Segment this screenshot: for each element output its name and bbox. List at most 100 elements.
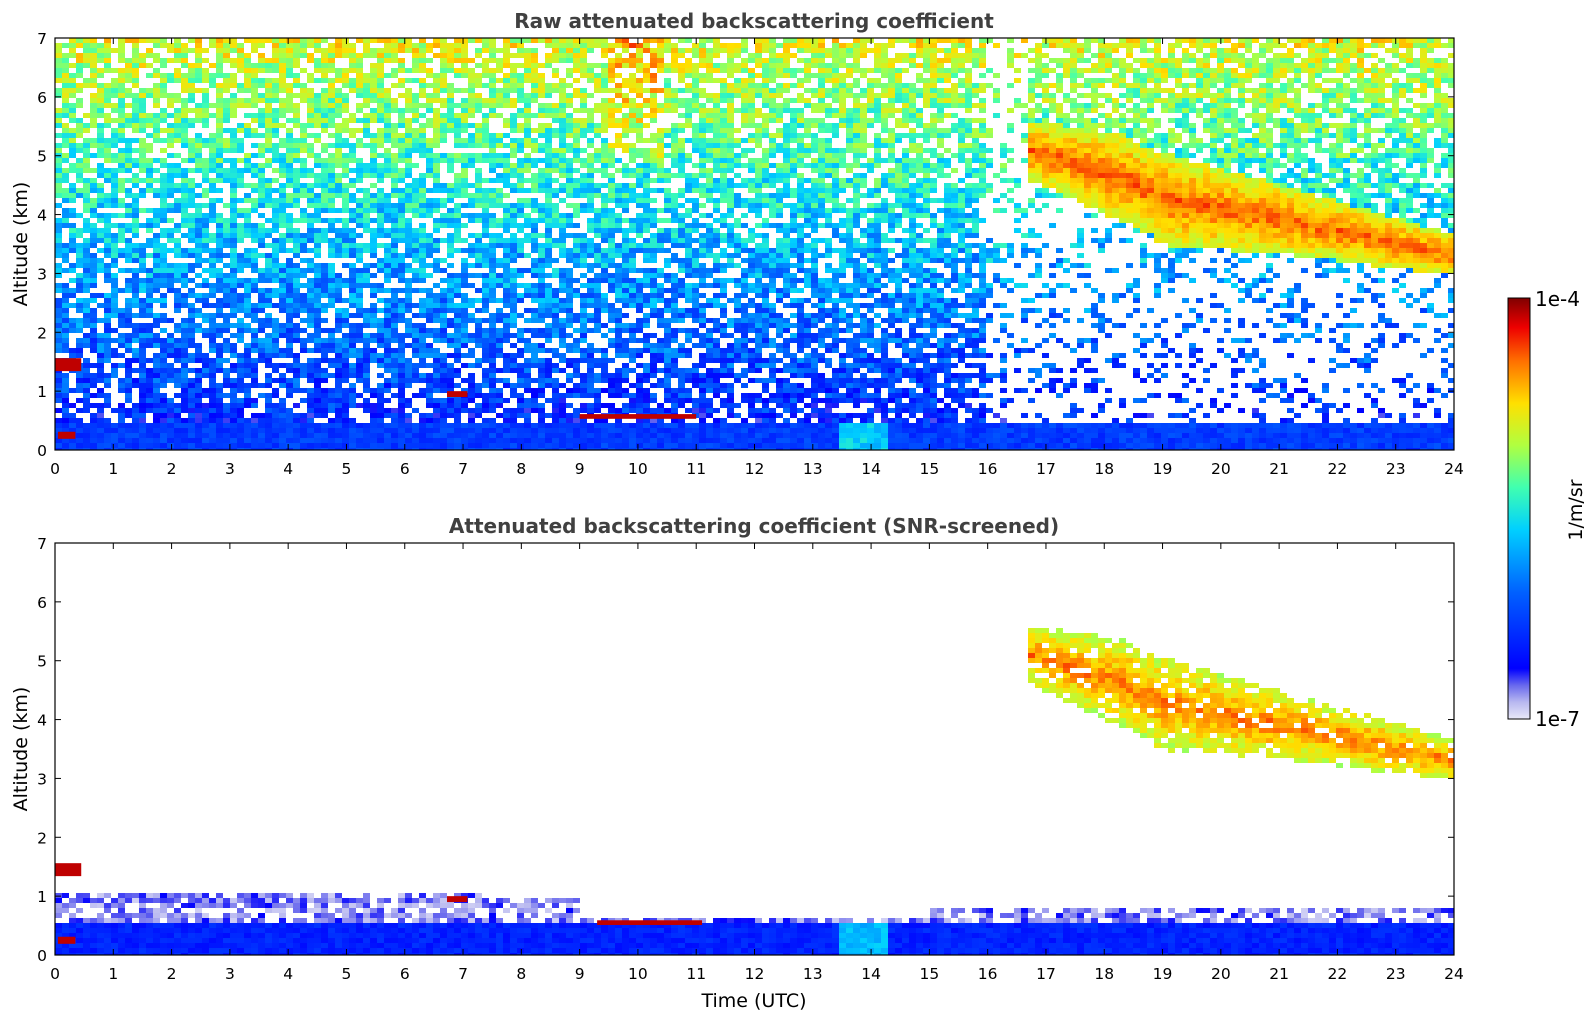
heatmap-cell bbox=[797, 108, 804, 113]
heatmap-cell bbox=[839, 123, 846, 128]
heatmap-cell bbox=[125, 203, 132, 208]
heatmap-cell bbox=[398, 43, 405, 48]
heatmap-cell bbox=[258, 188, 265, 193]
heatmap-cell bbox=[1154, 173, 1161, 178]
heatmap-cell bbox=[1420, 43, 1427, 48]
heatmap-cell bbox=[69, 48, 76, 53]
heatmap-cell bbox=[419, 138, 426, 143]
heatmap-cell bbox=[440, 128, 447, 133]
heatmap-cell bbox=[328, 43, 335, 48]
heatmap-cell bbox=[972, 153, 979, 158]
heatmap-cell bbox=[209, 73, 216, 78]
heatmap-cell bbox=[293, 173, 300, 178]
heatmap-cell bbox=[265, 163, 272, 168]
heatmap-cell bbox=[1434, 83, 1441, 88]
heatmap-cell bbox=[1112, 148, 1119, 153]
heatmap-cell bbox=[615, 123, 622, 128]
heatmap-cell bbox=[1091, 168, 1098, 173]
heatmap-cell bbox=[713, 108, 720, 113]
heatmap-cell bbox=[1175, 43, 1182, 48]
heatmap-cell bbox=[755, 38, 762, 43]
heatmap-cell bbox=[622, 163, 629, 168]
heatmap-cell bbox=[1413, 73, 1420, 78]
heatmap-cell bbox=[1399, 43, 1406, 48]
heatmap-cell bbox=[1224, 98, 1231, 103]
heatmap-cell bbox=[1119, 63, 1126, 68]
heatmap-cell bbox=[797, 48, 804, 53]
heatmap-cell bbox=[314, 133, 321, 138]
heatmap-cell bbox=[510, 63, 517, 68]
heatmap-cell bbox=[825, 48, 832, 53]
heatmap-cell bbox=[286, 88, 293, 93]
heatmap-cell bbox=[300, 53, 307, 58]
heatmap-cell bbox=[1168, 43, 1175, 48]
heatmap-cell bbox=[566, 123, 573, 128]
heatmap-cell bbox=[293, 203, 300, 208]
heatmap-cell bbox=[636, 193, 643, 198]
heatmap-cell bbox=[524, 118, 531, 123]
heatmap-cell bbox=[1413, 58, 1420, 63]
heatmap-cell bbox=[797, 93, 804, 98]
heatmap-cell bbox=[412, 43, 419, 48]
heatmap-cell bbox=[1294, 63, 1301, 68]
heatmap-cell bbox=[1231, 108, 1238, 113]
heatmap-cell bbox=[1371, 108, 1378, 113]
heatmap-cell bbox=[1070, 188, 1077, 193]
heatmap-cell bbox=[195, 48, 202, 53]
heatmap-cell bbox=[1182, 98, 1189, 103]
heatmap-cell bbox=[811, 133, 818, 138]
heatmap-cell bbox=[727, 63, 734, 68]
heatmap-cell bbox=[832, 183, 839, 188]
heatmap-cell bbox=[160, 188, 167, 193]
heatmap-cell bbox=[1231, 148, 1238, 153]
heatmap-cell bbox=[1364, 118, 1371, 123]
heatmap-cell bbox=[391, 143, 398, 148]
heatmap-cell bbox=[328, 118, 335, 123]
heatmap-cell bbox=[587, 73, 594, 78]
heatmap-cell bbox=[1140, 133, 1147, 138]
heatmap-cell bbox=[1140, 193, 1147, 198]
heatmap-cell bbox=[825, 123, 832, 128]
heatmap-cell bbox=[279, 198, 286, 203]
heatmap-cell bbox=[979, 153, 986, 158]
heatmap-cell bbox=[174, 68, 181, 73]
heatmap-cell bbox=[860, 143, 867, 148]
heatmap-cell bbox=[440, 98, 447, 103]
heatmap-cell bbox=[1224, 103, 1231, 108]
heatmap-cell bbox=[419, 38, 426, 43]
heatmap-cell bbox=[328, 88, 335, 93]
heatmap-cell bbox=[1098, 193, 1105, 198]
heatmap-cell bbox=[1084, 93, 1091, 98]
heatmap-cell bbox=[468, 83, 475, 88]
heatmap-cell bbox=[958, 128, 965, 133]
heatmap-cell bbox=[1252, 73, 1259, 78]
heatmap-cell bbox=[517, 93, 524, 98]
heatmap-cell bbox=[1175, 183, 1182, 188]
heatmap-cell bbox=[951, 48, 958, 53]
heatmap-cell bbox=[1175, 178, 1182, 183]
heatmap-cell bbox=[650, 108, 657, 113]
heatmap-cell bbox=[860, 153, 867, 158]
heatmap-cell bbox=[1364, 143, 1371, 148]
heatmap-cell bbox=[1252, 138, 1259, 143]
heatmap-cell bbox=[440, 68, 447, 73]
heatmap-cell bbox=[846, 48, 853, 53]
heatmap-cell bbox=[202, 188, 209, 193]
heatmap-cell bbox=[342, 73, 349, 78]
heatmap-cell bbox=[398, 158, 405, 163]
heatmap-cell bbox=[832, 108, 839, 113]
heatmap-cell bbox=[496, 133, 503, 138]
heatmap-cell bbox=[937, 73, 944, 78]
heatmap-cell bbox=[1112, 78, 1119, 83]
heatmap-cell bbox=[1035, 78, 1042, 83]
heatmap-cell bbox=[930, 88, 937, 93]
heatmap-cell bbox=[272, 93, 279, 98]
heatmap-cell bbox=[1196, 43, 1203, 48]
heatmap-cell bbox=[1329, 113, 1336, 118]
heatmap-cell bbox=[461, 158, 468, 163]
heatmap-cell bbox=[1273, 53, 1280, 58]
heatmap-cell bbox=[370, 68, 377, 73]
heatmap-cell bbox=[524, 168, 531, 173]
heatmap-cell bbox=[1378, 78, 1385, 83]
heatmap-cell bbox=[1350, 173, 1357, 178]
